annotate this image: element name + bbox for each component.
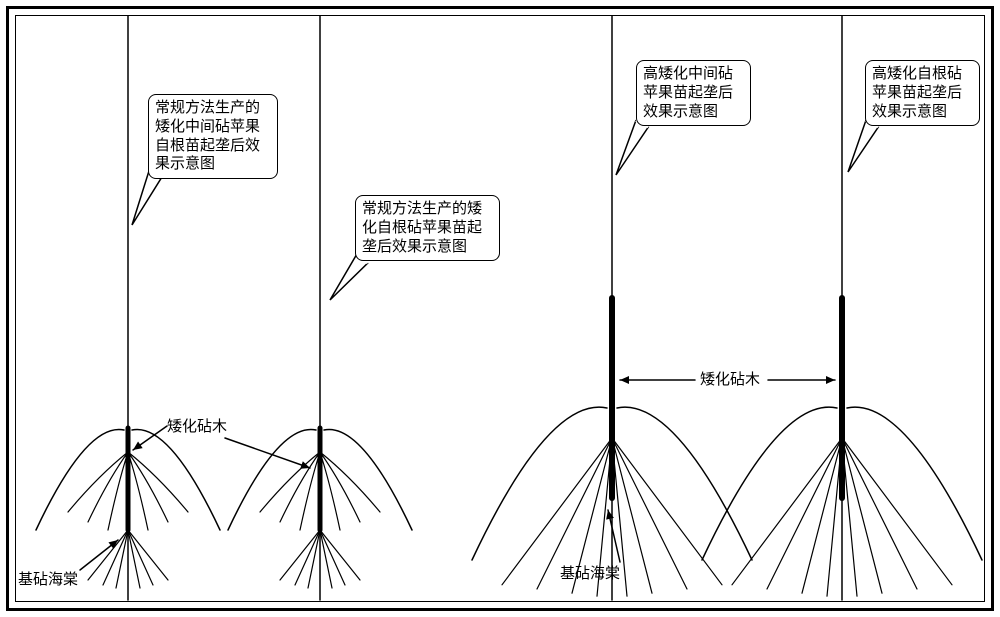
callout-tall-interstock: 高矮化中间砧 苹果苗起垄后 效果示意图 [636, 60, 751, 126]
diagram-svg [0, 0, 1000, 617]
callout-text: 高矮化自根砧 苹果苗起垄后 效果示意图 [872, 66, 962, 120]
callout-tall-own-root: 高矮化自根砧 苹果苗起垄后 效果示意图 [865, 60, 980, 126]
label-dwarf-rootstock-left: 矮化砧木 [167, 418, 227, 436]
label-text: 矮化砧木 [167, 419, 227, 435]
callout-text: 常规方法生产的 矮化中间砧苹果 自根苗起垄后效 果示意图 [155, 100, 260, 172]
label-dwarf-rootstock-right: 矮化砧木 [700, 371, 760, 389]
callout-text: 常规方法生产的矮 化自根砧苹果苗起 垄后效果示意图 [362, 201, 482, 255]
callout-conventional-own-root: 常规方法生产的矮 化自根砧苹果苗起 垄后效果示意图 [355, 195, 500, 261]
label-text: 基砧海棠 [18, 572, 78, 588]
label-text: 矮化砧木 [700, 372, 760, 388]
callout-conventional-interstock: 常规方法生产的 矮化中间砧苹果 自根苗起垄后效 果示意图 [148, 94, 278, 179]
label-base-crabapple-right: 基砧海棠 [560, 565, 620, 583]
label-text: 基砧海棠 [560, 566, 620, 582]
callout-text: 高矮化中间砧 苹果苗起垄后 效果示意图 [643, 66, 733, 120]
label-base-crabapple-left: 基砧海棠 [18, 571, 78, 589]
